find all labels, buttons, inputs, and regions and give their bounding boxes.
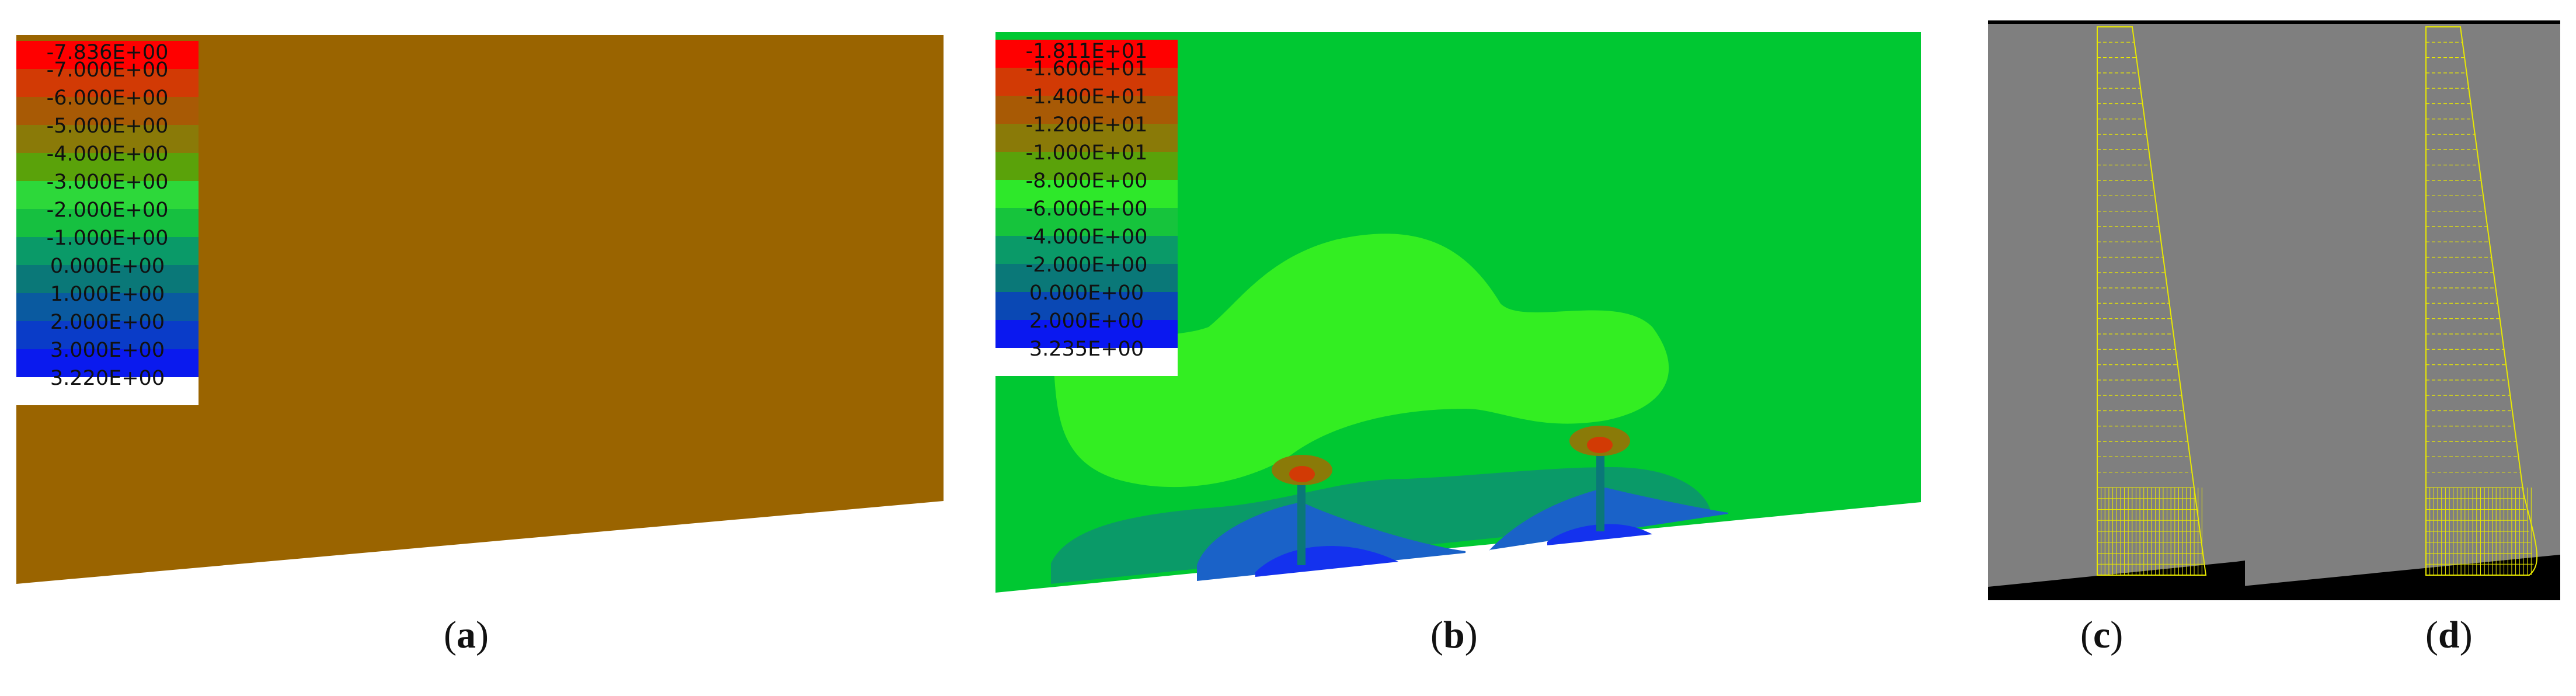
panel-a: -7.836E+00 -7.000E+00 -6.000E+00 -5.000E+00… bbox=[0, 0, 963, 696]
panel-d-caption: (d) bbox=[2425, 614, 2473, 656]
panel-b-legend-entry: 0.000E+00 bbox=[995, 281, 1178, 320]
panel-b-legend-label: -1.400E+01 bbox=[1025, 85, 1148, 109]
panel-b-hotspot-right-core bbox=[1587, 437, 1613, 453]
panel-a-legend-entry: -2.000E+00 bbox=[16, 199, 199, 237]
panel-a-legend: -7.836E+00 -7.000E+00 -6.000E+00 -5.000E+00… bbox=[16, 41, 199, 405]
panel-a-legend-entry: -3.000E+00 bbox=[16, 170, 199, 209]
panel-c-mesh bbox=[2097, 26, 2207, 576]
panel-b-legend-label: -2.000E+00 bbox=[1025, 253, 1148, 277]
panel-c-d-background bbox=[1988, 22, 2560, 600]
panel-b-blue-zone-right bbox=[1489, 488, 1728, 551]
panel-a-legend-entry: -6.000E+00 bbox=[16, 86, 199, 125]
panel-b-legend-label: 2.000E+00 bbox=[1029, 309, 1144, 333]
panel-b-legend-entry: -4.000E+00 bbox=[995, 225, 1178, 264]
panel-a-legend-label: -2.000E+00 bbox=[46, 199, 169, 222]
panel-a-legend-label: -7.000E+00 bbox=[46, 58, 169, 82]
panel-b-legend-label: -6.000E+00 bbox=[1025, 197, 1148, 221]
panel-c-d-top-border bbox=[1988, 20, 2560, 24]
panel-a-legend-label: -6.000E+00 bbox=[46, 86, 169, 110]
panel-c-caption: (c) bbox=[2080, 614, 2124, 656]
panel-a-caption: (a) bbox=[444, 614, 489, 656]
panel-b-contour-plot bbox=[995, 32, 1921, 593]
panel-b-legend-label: -1.600E+01 bbox=[1025, 57, 1148, 81]
panel-b-legend-label: 3.235E+00 bbox=[1029, 337, 1144, 361]
panel-a-legend-entry: -1.000E+00 bbox=[16, 227, 199, 265]
panel-b-legend-label: 0.000E+00 bbox=[1029, 281, 1144, 305]
panel-c-d: (c) (d) bbox=[1944, 0, 2576, 696]
panel-b-hotspot-left-core bbox=[1289, 466, 1315, 482]
panel-b-legend-label: -4.000E+00 bbox=[1025, 225, 1148, 249]
panel-a-legend-entry: 3.220E+00 bbox=[16, 367, 199, 405]
panel-a-legend-entry: 3.000E+00 bbox=[16, 339, 199, 377]
panel-b-legend-entry: -1.000E+01 bbox=[995, 141, 1178, 180]
panel-b-legend-entry: -1.200E+01 bbox=[995, 113, 1178, 152]
panel-a-legend-label: -1.000E+00 bbox=[46, 227, 169, 250]
panel-b-legend-entry: -1.600E+01 bbox=[995, 57, 1178, 96]
panel-b-deep-blue-right bbox=[1547, 524, 1652, 545]
panel-c-d-ground bbox=[1988, 562, 2236, 600]
panel-a-legend-entry: 1.000E+00 bbox=[16, 283, 199, 321]
panel-b-legend-label: -8.000E+00 bbox=[1025, 169, 1148, 193]
panel-a-legend-label: -3.000E+00 bbox=[46, 170, 169, 194]
panel-c-d-step bbox=[2236, 561, 2245, 600]
panel-b-legend-entry: 2.000E+00 bbox=[995, 309, 1178, 348]
panel-b-legend-label: -1.000E+01 bbox=[1025, 141, 1148, 165]
panel-a-legend-label: 3.220E+00 bbox=[50, 367, 165, 390]
panel-b-legend: -1.811E+01 -1.600E+01 -1.400E+01 -1.200E+01… bbox=[995, 40, 1178, 376]
panel-b-anchor-stem-right bbox=[1596, 450, 1604, 531]
panel-a-legend-label: -7.836E+00 bbox=[46, 41, 169, 64]
panel-b-legend-entry: -8.000E+00 bbox=[995, 169, 1178, 208]
panel-a-contour-region bbox=[16, 35, 944, 584]
panel-b-stress-blob bbox=[1053, 234, 1669, 488]
panel-a-legend-entry: 0.000E+00 bbox=[16, 255, 199, 293]
panel-a-legend-entry: -4.000E+00 bbox=[16, 142, 199, 181]
panel-b: -1.811E+01 -1.600E+01 -1.400E+01 -1.200E+01… bbox=[963, 0, 1944, 696]
panel-b-caption: (b) bbox=[1430, 614, 1478, 656]
panel-c-d-ground-right bbox=[2236, 555, 2560, 600]
panel-b-anchor-stem-left bbox=[1297, 479, 1306, 565]
panel-b-legend-entry: -6.000E+00 bbox=[995, 197, 1178, 236]
panel-d-mesh bbox=[2425, 26, 2538, 576]
panel-a-legend-label: -4.000E+00 bbox=[46, 142, 169, 166]
panel-a-legend-entry: -7.836E+00 bbox=[16, 41, 199, 69]
panel-a-legend-label: 0.000E+00 bbox=[50, 255, 165, 278]
panel-b-legend-label: -1.200E+01 bbox=[1025, 113, 1148, 137]
panel-b-legend-entry: -1.811E+01 bbox=[995, 40, 1178, 68]
panel-a-contour-plot bbox=[16, 35, 944, 584]
panel-b-legend-entry: -2.000E+00 bbox=[995, 253, 1178, 292]
panel-b-legend-entry: 3.235E+00 bbox=[995, 337, 1178, 376]
panel-b-legend-label: -1.811E+01 bbox=[1025, 40, 1148, 63]
panel-a-legend-entry: -5.000E+00 bbox=[16, 114, 199, 153]
panel-b-deep-blue-left bbox=[1255, 546, 1398, 577]
panel-a-legend-label: 2.000E+00 bbox=[50, 311, 165, 334]
panel-d-outline bbox=[2425, 26, 2538, 576]
panel-c-outline bbox=[2097, 26, 2207, 576]
panel-a-legend-label: -5.000E+00 bbox=[46, 114, 169, 138]
panel-a-legend-entry: -7.000E+00 bbox=[16, 58, 199, 97]
panel-a-legend-entry: 2.000E+00 bbox=[16, 311, 199, 349]
panel-a-legend-label: 3.000E+00 bbox=[50, 339, 165, 362]
panel-b-legend-entry: -1.400E+01 bbox=[995, 85, 1178, 124]
panel-b-blue-zone-left bbox=[1197, 502, 1465, 581]
panel-a-legend-label: 1.000E+00 bbox=[50, 283, 165, 306]
panel-c-d-mesh-view bbox=[1988, 20, 2560, 600]
